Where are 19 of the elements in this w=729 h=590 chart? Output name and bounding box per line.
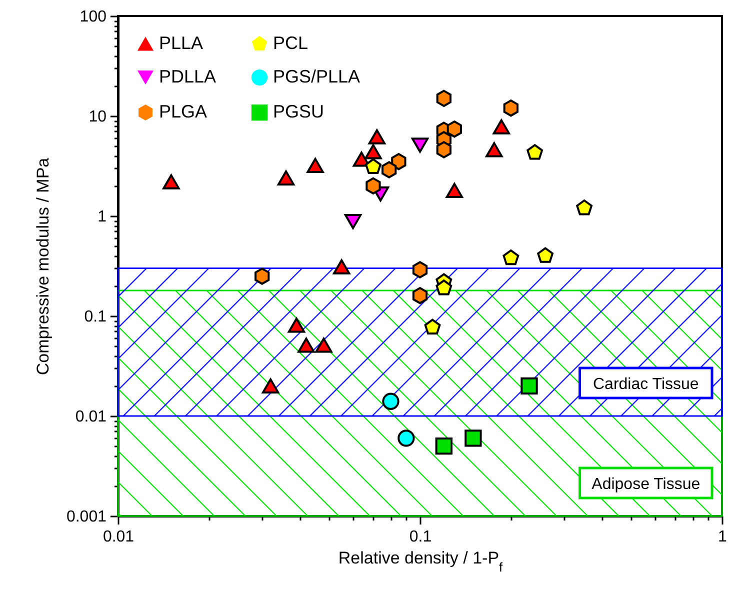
x-tick-label: 0.1 [409, 528, 432, 546]
legend-label: PLLA [159, 32, 204, 53]
x-tick-label: 0.01 [102, 528, 134, 546]
y-tick-label: 1 [98, 208, 107, 226]
band-label: Cardiac Tissue [592, 376, 699, 393]
legend-label: PCL [273, 32, 308, 53]
y-axis-title: Compressive modulus / MPa [33, 157, 52, 376]
legend-label: PGS/PLLA [273, 66, 360, 86]
legend-label: PGSU [273, 102, 324, 122]
band-label: Adipose Tissue [592, 476, 700, 493]
legend-label: PDLLA [159, 66, 216, 86]
y-tick-label: 0.01 [75, 408, 107, 426]
x-tick-label: 1 [718, 528, 728, 546]
x-axis-title: Relative density / 1-P$_{f}$ [338, 548, 504, 574]
y-tick-label: 0.001 [66, 508, 107, 526]
y-tick-label: 100 [80, 8, 107, 26]
y-tick-label: 10 [88, 108, 107, 126]
y-tick-label: 0.1 [84, 308, 107, 326]
legend-label: PLGA [159, 102, 208, 122]
